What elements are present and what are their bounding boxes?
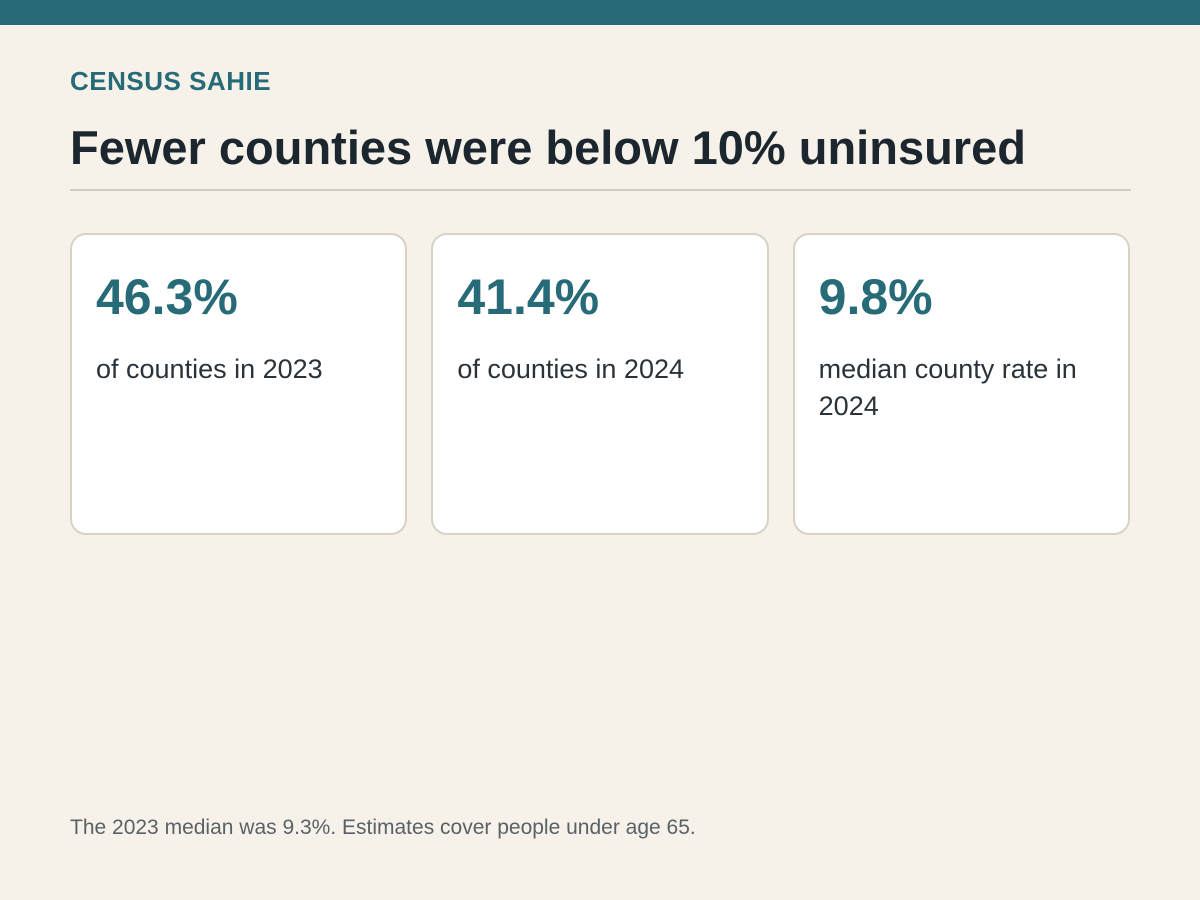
stat-value: 46.3% xyxy=(96,269,238,325)
stat-cards: 46.3% of counties in 2023 41.4% of count… xyxy=(70,233,1130,535)
stat-label: median county rate in 2024 xyxy=(818,354,1077,421)
stat-card-2024-median: 9.8% median county rate in 2024 xyxy=(792,233,1130,535)
page-title: Fewer counties were below 10% uninsured xyxy=(70,121,1026,174)
stat-label: of counties in 2023 xyxy=(96,354,323,384)
stat-value: 9.8% xyxy=(818,269,933,325)
footnote: The 2023 median was 9.3%. Estimates cove… xyxy=(70,816,696,839)
top-accent-bar xyxy=(0,0,1200,25)
stat-value: 41.4% xyxy=(457,269,600,325)
source-kicker: CENSUS SAHIE xyxy=(70,66,272,96)
stat-card-2023-share: 46.3% of counties in 2023 xyxy=(70,233,408,535)
title-divider xyxy=(70,189,1131,191)
stat-card-2024-share: 41.4% of counties in 2024 xyxy=(431,233,769,535)
stat-label: of counties in 2024 xyxy=(457,354,684,384)
